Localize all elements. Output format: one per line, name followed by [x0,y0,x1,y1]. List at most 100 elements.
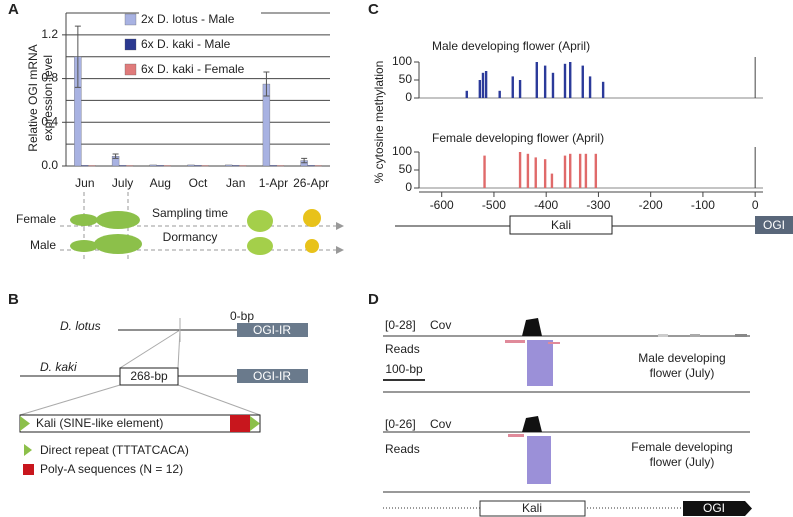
y-tick-label: 0.8 [41,71,58,85]
error-bar [112,153,119,159]
insertion-label: 268-bp [130,369,168,383]
track-title: Male developing flower (April) [432,39,590,53]
track-reads: Reads [385,442,420,456]
bar [588,76,592,98]
y-tick-label: 50 [399,162,413,176]
bar [526,153,530,188]
gene-label: OGI [763,218,785,232]
bar [563,155,567,188]
legend-label: 6x D. kaki - Female [141,62,245,76]
x-tick-label: -500 [482,198,506,212]
bar [481,72,485,98]
legend-label: Direct repeat (TTTATCACA) [40,443,189,457]
y-axis-label: % cytosine methylation [372,61,386,184]
bar [307,165,315,167]
x-tick-label: Oct [189,176,208,190]
bar [535,62,538,98]
y-tick-label: 0 [405,90,412,104]
x-tick-label: Aug [150,176,171,190]
panel-label: C [368,1,379,18]
y-tick-label: 0 [405,180,412,194]
track-range: [0-28] [385,318,416,332]
gene-box [755,216,793,234]
error-bar [301,157,308,164]
x-tick-label: 1-Apr [259,176,288,190]
track-reads: Reads [385,342,420,356]
bar [276,165,285,167]
legend-bg [139,12,261,28]
bar [314,165,322,167]
gap-label: 0-bp [230,309,254,323]
element-label: Kali (SINE-like element) [36,416,163,430]
bar [149,164,157,167]
bar [483,155,486,188]
bar [239,165,247,167]
bar [484,71,488,98]
bar [156,165,164,167]
panel-label: D [368,291,379,308]
error-bar [263,71,270,97]
phenology-sketch [60,192,340,262]
bar [584,153,588,188]
bar [578,153,582,188]
bar [601,81,605,98]
bar [550,173,554,188]
bar [511,76,514,98]
bar [518,152,522,188]
bar [465,90,468,98]
gene-label: OGI-IR [253,323,291,337]
x-tick-label: Jun [75,176,94,190]
bar [225,164,233,167]
x-tick-label: -300 [586,198,610,212]
legend-swatch [124,63,137,76]
bar [543,65,547,98]
bar [478,80,482,98]
legend-label: 2x D. lotus - Male [141,12,235,26]
panel-label: B [8,291,19,308]
plant-icons [70,209,344,255]
gene-label: OGI-IR [253,369,291,383]
panel-b-diagram [19,318,308,475]
y-tick-label: 0.0 [41,158,58,172]
track-coverage: Cov [430,318,451,332]
y-tick-label: 50 [399,72,413,86]
gene-box [509,215,613,235]
bar [569,153,572,188]
track-title: Female developing flower (April) [432,131,604,145]
bar [543,159,547,188]
gene-label: Kali [551,218,571,232]
bar [201,165,209,167]
species-label: D. kaki [40,360,77,374]
panel-d-tracks [383,318,752,517]
species-label: D. lotus [60,319,101,333]
bar [581,65,584,98]
gene-label: OGI [703,501,725,515]
bar [551,72,555,98]
legend-bg [139,37,261,53]
x-tick-label: -200 [639,198,663,212]
bar [498,90,501,98]
x-tick-label: July [112,176,133,190]
x-tick-label: 26-Apr [293,176,329,190]
x-tick-label: Jan [226,176,245,190]
y-tick-label: 0.4 [41,114,58,128]
bar [125,165,134,167]
sample-label: Female developing flower (July) [631,440,733,469]
track-range: [0-26] [385,417,416,431]
legend-swatch [124,13,137,26]
bar [518,80,522,98]
legend-swatch [124,38,137,51]
bar [269,165,278,167]
y-tick-label: 100 [392,54,412,68]
legend-label: Poly-A sequences (N = 12) [40,462,183,476]
x-tick-label: -100 [691,198,715,212]
bar [163,165,171,167]
bar [563,63,567,98]
y-tick-label: 100 [392,144,412,158]
bar [232,165,240,167]
bar [88,165,96,167]
error-bar [74,25,81,88]
annotation: Male [30,238,56,252]
bar [118,165,127,167]
